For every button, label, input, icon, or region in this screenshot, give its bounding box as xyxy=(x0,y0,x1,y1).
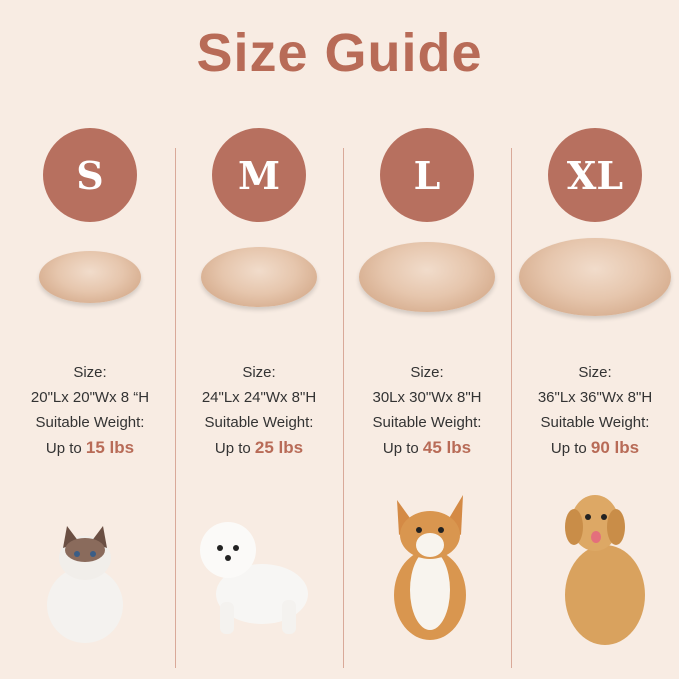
dimensions: 30Lx 30"Wx 8"H xyxy=(372,389,482,406)
divider xyxy=(175,148,176,668)
divider xyxy=(343,148,344,668)
size-badge: XL xyxy=(548,128,642,222)
size-badge: M xyxy=(212,128,306,222)
size-badge: L xyxy=(380,128,474,222)
divider xyxy=(511,148,512,668)
size-column-m: M Size: 24"Lx 24"Wx 8"H Suitable Weight:… xyxy=(175,128,343,461)
corgi-image xyxy=(394,495,466,640)
weight-value: 45 lbs xyxy=(422,438,472,457)
up-to: Up to xyxy=(214,440,251,457)
size-label: Size: xyxy=(242,364,276,381)
bed-image xyxy=(39,251,141,303)
size-label: Size: xyxy=(410,364,444,381)
cat-image xyxy=(47,526,123,643)
bed-image xyxy=(359,242,495,312)
bed-image xyxy=(201,247,317,307)
dimensions: 36"Lx 36"Wx 8"H xyxy=(537,389,653,406)
weight-label: Suitable Weight: xyxy=(540,414,650,431)
weight-label: Suitable Weight: xyxy=(372,414,482,431)
size-column-l: L Size: 30Lx 30"Wx 8"H Suitable Weight: … xyxy=(343,128,511,461)
dimensions: 20"Lx 20"Wx 8 “H xyxy=(30,389,150,406)
size-badge: S xyxy=(43,128,137,222)
weight-value: 15 lbs xyxy=(85,438,135,457)
size-column-xl: XL Size: 36"Lx 36"Wx 8"H Suitable Weight… xyxy=(511,128,679,461)
weight-value: 90 lbs xyxy=(590,438,640,457)
weight-label: Suitable Weight: xyxy=(204,414,314,431)
up-to: Up to xyxy=(382,440,419,457)
weight-value: 25 lbs xyxy=(254,438,304,457)
up-to: Up to xyxy=(45,440,82,457)
poodle-image xyxy=(200,522,308,634)
size-label: Size: xyxy=(73,364,107,381)
dimensions: 24"Lx 24"Wx 8"H xyxy=(201,389,317,406)
up-to: Up to xyxy=(550,440,587,457)
weight-label: Suitable Weight: xyxy=(35,414,145,431)
bed-image xyxy=(519,238,671,316)
size-label: Size: xyxy=(578,364,612,381)
size-column-s: S Size: 20"Lx 20"Wx 8 “H Suitable Weight… xyxy=(6,128,174,461)
page-title: Size Guide xyxy=(196,23,483,83)
golden-retriever-image xyxy=(565,495,645,645)
